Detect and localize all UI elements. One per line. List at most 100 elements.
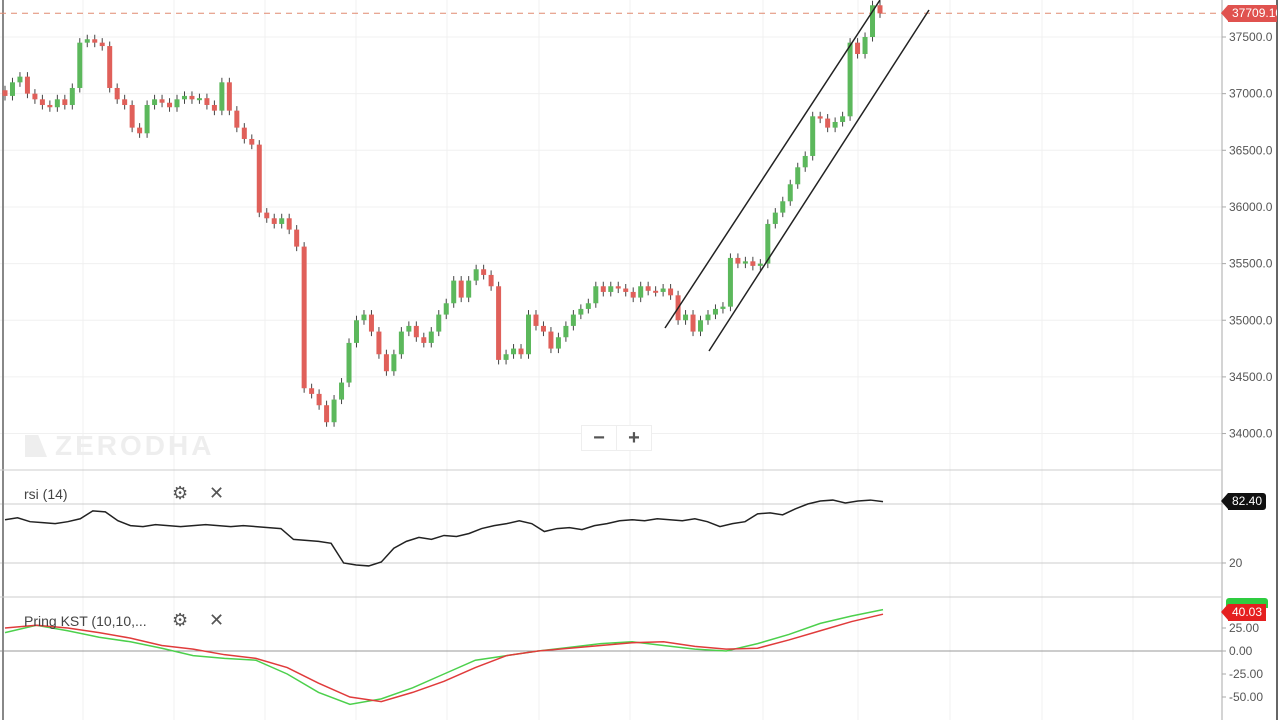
candle-body [787, 184, 793, 202]
candle-body [720, 306, 726, 309]
candle-body [757, 263, 763, 266]
zoom-controls: − + [581, 425, 652, 451]
candle-body [69, 87, 75, 105]
candle-body [705, 314, 711, 321]
rsi-series [4, 499, 884, 567]
price-tick-label: 36000.0 [1229, 200, 1273, 214]
close-icon[interactable]: ✕ [209, 483, 225, 503]
price-tick-label: 37000.0 [1229, 87, 1273, 101]
candle-body [458, 280, 464, 298]
candle-body [570, 314, 576, 326]
kst-panel-title: Pring KST (10,10,... [24, 613, 147, 629]
gear-icon[interactable]: ⚙ [172, 483, 189, 503]
candle-body [466, 280, 472, 298]
candle-body [451, 280, 457, 304]
candle-body [2, 90, 8, 96]
kst-tick-label: 25.00 [1229, 621, 1259, 635]
candle-body [47, 104, 53, 108]
candle-body [608, 286, 614, 292]
last-price-tag: 37709.10 [1220, 5, 1277, 22]
candle-body [271, 218, 277, 224]
candle-body [129, 104, 135, 128]
candle-body [391, 354, 397, 372]
candle-body [772, 212, 778, 224]
close-icon[interactable]: ✕ [209, 610, 225, 630]
candle-body [870, 5, 876, 37]
candle-body [383, 354, 389, 372]
candle-body [62, 99, 68, 105]
candle-body [99, 42, 105, 47]
candle-body [17, 76, 23, 83]
candle-body [324, 405, 330, 423]
candle-body [122, 99, 128, 105]
candle-body [540, 325, 546, 332]
candle-body [316, 393, 322, 406]
candle-body [241, 127, 247, 139]
price-tick-label: 35000.0 [1229, 313, 1273, 327]
candle-body [353, 320, 359, 343]
rsi-panel-title: rsi (14) [24, 486, 68, 502]
axis-ticks: 37500.0 37000.0 36500.0 36000.0 35500.0 35000… [1222, 30, 1273, 704]
candle-body [496, 286, 502, 360]
candle-body [810, 116, 816, 156]
candle-body [600, 286, 606, 292]
candle-body [189, 95, 195, 100]
candle-body [32, 93, 38, 100]
candle-body [683, 314, 689, 321]
candle-body [847, 42, 853, 117]
candle-body [226, 82, 232, 111]
candle-body [660, 288, 666, 292]
candle-body [817, 116, 823, 119]
candle-body [137, 127, 143, 134]
rsi-value-tag: 82.40 [1220, 493, 1267, 510]
candle-body [167, 102, 173, 108]
kst-signal-tag [1226, 598, 1268, 608]
candle-body [107, 46, 113, 88]
candle-body [578, 308, 584, 315]
candle-body [840, 116, 846, 122]
candle-body [294, 229, 300, 247]
price-tick-label: 35500.0 [1229, 257, 1273, 271]
trend-channel-upper[interactable] [664, 0, 881, 329]
kst-tick-label: 0.00 [1229, 644, 1253, 658]
candle-body [181, 95, 187, 100]
rsi-line [4, 499, 884, 567]
price-tick-label: 37500.0 [1229, 30, 1273, 44]
candle-body [855, 42, 861, 54]
candle-body [301, 246, 307, 389]
candle-body [473, 269, 479, 281]
kst-series [4, 608, 884, 706]
candle-body [256, 144, 262, 213]
candle-body [443, 303, 449, 315]
axis-tags: 37709.10 82.40 40.03 [1220, 0, 1277, 720]
gear-icon[interactable]: ⚙ [172, 610, 189, 630]
candle-body [585, 303, 591, 309]
zoom-out-button[interactable]: − [593, 426, 605, 449]
candle-body [159, 99, 165, 103]
candle-body [563, 325, 569, 338]
price-tick-label: 34500.0 [1229, 370, 1273, 384]
zerodha-watermark: ZERODHA [25, 430, 214, 462]
trend-channel-lower[interactable] [708, 9, 930, 352]
candle-body [376, 331, 382, 355]
candle-body [204, 98, 210, 105]
candle-body [331, 399, 337, 423]
candle-body [742, 261, 748, 264]
candle-body [84, 39, 90, 43]
candle-body [264, 212, 270, 219]
candle-body [638, 286, 644, 298]
candle-body [548, 331, 554, 349]
candle-body [503, 354, 509, 360]
candle-body [511, 348, 517, 355]
candle-body [39, 99, 45, 105]
candle-body [279, 218, 285, 224]
candle-body [690, 314, 696, 332]
candle-body [234, 110, 240, 128]
candle-body [77, 42, 83, 88]
kst-value-tag: 40.03 [1220, 604, 1267, 621]
zoom-in-button[interactable]: + [616, 426, 651, 450]
candle-body [368, 314, 374, 332]
candle-body [615, 286, 621, 289]
candle-body [421, 337, 427, 343]
